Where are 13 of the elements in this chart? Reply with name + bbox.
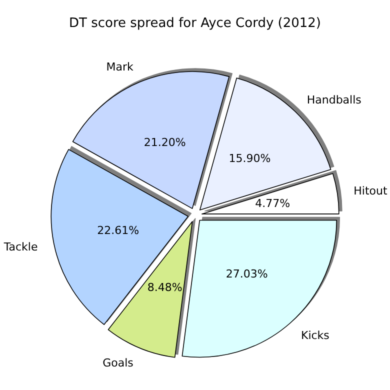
slice-label: Hitout <box>354 184 388 198</box>
slice-label: Tackle <box>2 240 38 254</box>
data-label: 21.20% <box>144 136 186 150</box>
chart-title: DT score spread for Ayce Cordy (2012) <box>68 16 322 31</box>
slice-label: Kicks <box>300 328 330 342</box>
data-label: 4.77% <box>255 196 290 210</box>
data-label: 8.48% <box>147 280 182 294</box>
data-label: 15.90% <box>228 152 271 166</box>
slice-label: Goals <box>102 356 134 370</box>
slice-label: Handballs <box>306 93 362 106</box>
slice-label: Mark <box>106 60 134 74</box>
data-label: 22.61% <box>97 224 140 238</box>
data-label: 27.03% <box>226 267 268 280</box>
